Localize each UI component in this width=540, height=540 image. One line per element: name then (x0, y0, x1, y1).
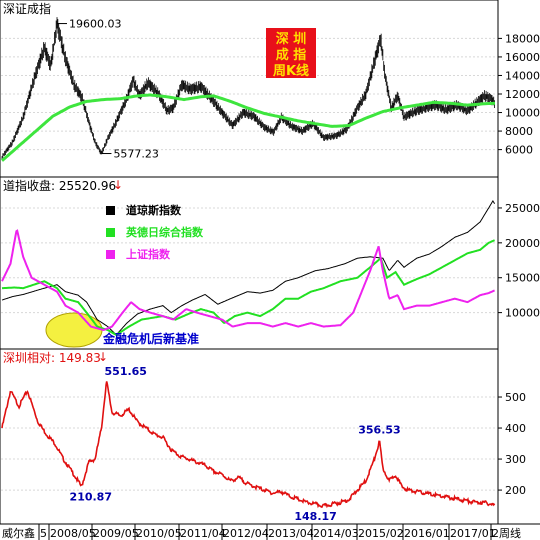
panel3-title: 深圳相对: 149.83 (3, 351, 101, 365)
y-tick-label: 10000 (505, 307, 540, 320)
date-tick-label: 2010/05 (136, 527, 182, 540)
legend-label-2: 英德日综合指数 (125, 225, 204, 239)
watermark-badge-line-1: 深 圳 (276, 31, 307, 47)
date-tick-label: 2013/04 (268, 527, 314, 540)
panel-shenzhen-relative: 深圳相对: 149.83 ↓ 200 300 400 500 551.65 210.87… (0, 348, 526, 525)
legend-label-1: 道琼斯指数 (126, 203, 182, 217)
legend-swatch-3 (106, 250, 115, 259)
panel3-annotations: 551.65 210.87 148.17 356.53 (70, 365, 401, 523)
panel1-moving-average-line (1, 93, 496, 162)
y-tick-label: 14000 (505, 69, 540, 82)
watermark-badge: 深 圳 成 指 周K线 (266, 28, 316, 79)
panel3-down-arrow: ↓ (98, 350, 108, 364)
y-tick-label: 300 (505, 453, 526, 466)
relative-value-label: 210.87 (70, 491, 112, 504)
date-tick-label: 2017/01 (450, 527, 496, 540)
date-tick-label: 5 (40, 527, 47, 540)
date-tick-label: 2015/02 (358, 527, 404, 540)
date-tick-label: 2014/03 (313, 527, 359, 540)
date-tick-label: 2012/04 (223, 527, 269, 540)
panel1-title: 深证成指 (3, 1, 51, 16)
trough-value-label: 5577.23 (113, 148, 159, 161)
footer-period-label: 周线 (499, 526, 521, 540)
relative-value-label: 551.65 (105, 365, 147, 378)
y-tick-label: 16000 (505, 51, 540, 64)
y-tick-label: 6000 (505, 144, 533, 157)
y-tick-label: 500 (505, 391, 526, 404)
relative-value-label: 356.53 (358, 424, 400, 437)
panel3-grid (1, 396, 497, 491)
date-tick-label: 2011/04 (180, 527, 226, 540)
peak-value-label: 19600.03 (69, 18, 122, 31)
panel-shenzhen-weekly: 深证成指 6000 8000 10000 12000 14000 16000 18000 1… (0, 0, 540, 178)
shenzhen-relative-line (1, 381, 496, 509)
panel3-y-ticks: 200 300 400 500 (498, 391, 526, 497)
y-tick-label: 20000 (505, 237, 540, 250)
footer-brand-label: 威尔鑫 (2, 526, 35, 540)
panel-global-indices: 道指收盘: 25520.96 ↓ 10000 15000 20000 25000 道琼… (0, 176, 540, 350)
date-tick-label: 2016/01 (404, 527, 450, 540)
watermark-badge-bg (266, 28, 316, 78)
legend-swatch-2 (106, 228, 115, 237)
relative-value-label: 148.17 (294, 510, 336, 523)
panel1-y-ticks: 6000 8000 10000 12000 14000 16000 18000 (498, 32, 540, 157)
watermark-badge-line-3: 周K线 (273, 63, 309, 79)
y-tick-label: 400 (505, 422, 526, 435)
legend-swatch-1 (106, 206, 115, 215)
series-line-3 (1, 229, 495, 332)
panel2-series-lines (1, 200, 496, 337)
y-tick-label: 200 (505, 484, 526, 497)
series-line-1 (1, 200, 496, 336)
legend-label-3: 上证指数 (126, 247, 171, 261)
date-tick-label: 2009/05 (93, 527, 139, 540)
crisis-baseline-label: 金融危机后新基准 (102, 331, 199, 346)
watermark-badge-line-2: 成 指 (276, 47, 307, 63)
y-tick-label: 8000 (505, 125, 533, 138)
date-tick-label: 2008/05 (50, 527, 96, 540)
panel1-price-bars (1, 17, 495, 160)
series-line-2 (1, 239, 496, 337)
y-tick-label: 12000 (505, 88, 540, 101)
panel2-title: 道指收盘: 25520.96 (3, 178, 116, 193)
crisis-baseline-ellipse (45, 312, 103, 348)
panel1-annotations: 19600.03 5577.23 (57, 18, 159, 161)
panel2-y-ticks: 10000 15000 20000 25000 (498, 202, 540, 320)
panel2-down-arrow: ↓ (113, 178, 123, 192)
date-axis: 威尔鑫 周线 5 2008/052009/052010/052011/042012… (0, 523, 540, 540)
y-tick-label: 10000 (505, 107, 540, 120)
panel1-grid (1, 37, 497, 151)
date-tick-label: 2 (492, 527, 499, 540)
y-tick-label: 25000 (505, 202, 540, 215)
y-tick-label: 18000 (505, 32, 540, 45)
y-tick-label: 15000 (505, 272, 540, 285)
